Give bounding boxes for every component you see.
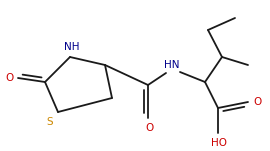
Text: HO: HO	[211, 138, 227, 148]
Text: O: O	[145, 123, 153, 133]
Text: O: O	[253, 97, 261, 107]
Text: HN: HN	[164, 60, 180, 70]
Text: S: S	[47, 117, 53, 127]
Text: O: O	[6, 73, 14, 83]
Text: NH: NH	[64, 42, 80, 52]
